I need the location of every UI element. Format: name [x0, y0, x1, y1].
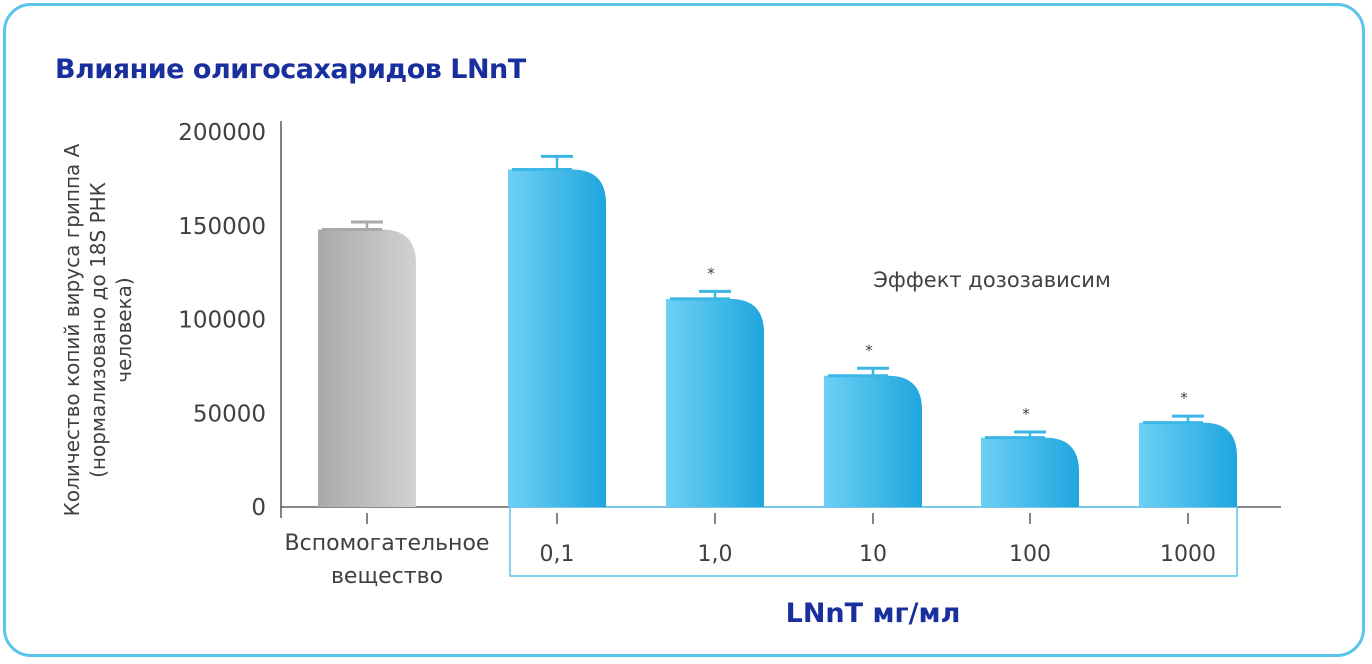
- significance-star: *: [1022, 405, 1030, 423]
- x-tick-label: Вспомогательное: [285, 531, 490, 556]
- x-axis-label: LNnT мг/мл: [786, 598, 961, 629]
- bar: [981, 437, 1079, 507]
- bar: [666, 298, 764, 507]
- bars-group: [318, 154, 1237, 507]
- y-axis-label-line: (нормализовано до 18S РНК: [86, 182, 110, 478]
- y-tick-label: 50000: [193, 401, 266, 427]
- chart-title: Влияние олигосахаридов LNnT: [55, 54, 526, 85]
- significance-star: *: [707, 264, 715, 282]
- y-axis-label: Количество копий вируса гриппа А (нормали…: [60, 143, 136, 516]
- significance-star: *: [865, 341, 873, 359]
- x-tick-label: вещество: [331, 564, 443, 589]
- x-tick-label: 0,1: [540, 542, 575, 567]
- x-tick-label: 10: [859, 542, 887, 567]
- chart-axes: [280, 121, 1281, 577]
- x-tick-label: 1000: [1160, 542, 1216, 567]
- x-tick-label: 1,0: [698, 542, 733, 567]
- bar: [824, 375, 922, 507]
- x-tick-label: 100: [1009, 542, 1051, 567]
- y-tick-label: 200000: [178, 120, 266, 146]
- y-tick-label: 100000: [178, 308, 266, 334]
- dose-annotation: Эффект дозозависим: [873, 268, 1111, 292]
- y-tick-label: 150000: [178, 214, 266, 240]
- y-axis-label-line: человека): [112, 277, 136, 382]
- significance-star: *: [1180, 389, 1188, 407]
- bar: [1139, 422, 1237, 507]
- bar: [508, 169, 606, 507]
- labels-group: 0 50000 100000 150000 200000 Количество копий…: [60, 120, 1216, 629]
- y-axis-label-line: Количество копий вируса гриппа А: [60, 143, 84, 516]
- bar: [318, 229, 416, 507]
- y-tick-label: 0: [251, 495, 266, 521]
